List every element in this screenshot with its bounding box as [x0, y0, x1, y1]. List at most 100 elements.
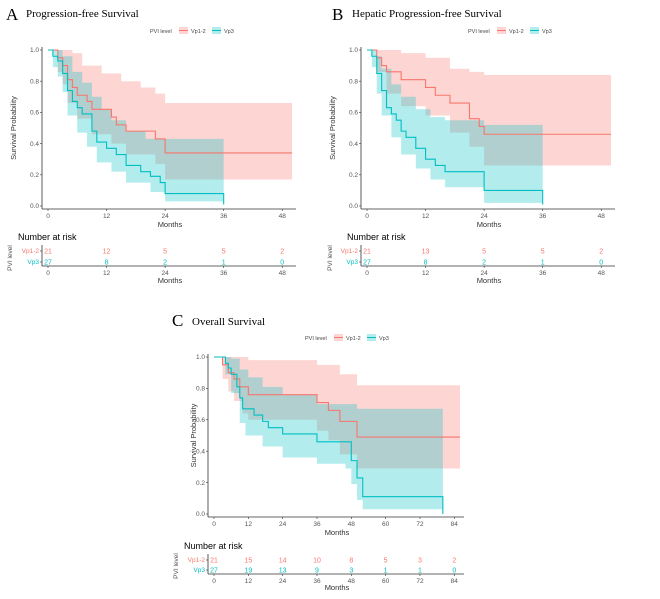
x-tick-label: 48	[348, 521, 356, 528]
risk-value: 1	[222, 260, 226, 267]
y-tick-label: 0.2	[30, 172, 39, 179]
risk-value: 15	[244, 558, 252, 565]
x-tick-label: 24	[162, 213, 170, 220]
risk-value: 2	[280, 249, 284, 256]
risk-value: 1	[418, 568, 422, 575]
risk-x-axis-title: Months	[158, 276, 183, 285]
risk-x-tick-label: 12	[103, 270, 111, 277]
risk-x-tick-label: 24	[279, 578, 287, 585]
risk-value: 9	[315, 568, 319, 575]
risk-value: 5	[482, 249, 486, 256]
risk-value: 8	[105, 260, 109, 267]
x-tick-label: 48	[598, 213, 606, 220]
ci-band-vp12	[214, 357, 460, 469]
x-tick-label: 0	[365, 213, 369, 220]
y-tick-label: 0.8	[30, 78, 39, 85]
legend: PVI level Vp1-2 Vp3	[305, 334, 389, 342]
risk-value: 5	[222, 249, 226, 256]
risk-row-label: Vp3	[193, 567, 205, 574]
x-axis-title: Months	[477, 220, 502, 229]
risk-value: 21	[210, 558, 218, 565]
risk-value: 0	[280, 260, 284, 267]
risk-x-tick-label: 0	[365, 270, 369, 277]
x-tick-label: 12	[103, 213, 111, 220]
risk-value: 3	[349, 568, 353, 575]
risk-value: 5	[163, 249, 167, 256]
x-tick-label: 36	[313, 521, 321, 528]
km-curve-vp3	[48, 49, 225, 205]
risk-value: 13	[422, 249, 430, 256]
risk-table-title: Number at risk	[347, 232, 406, 242]
risk-y-label: PVI level	[7, 245, 14, 271]
legend-label-vp12: Vp1-2	[346, 336, 361, 342]
y-tick-label: 0.6	[196, 417, 205, 424]
risk-x-tick-label: 0	[46, 270, 50, 277]
risk-value: 5	[384, 558, 388, 565]
x-tick-label: 24	[481, 213, 489, 220]
x-tick-label: 84	[451, 521, 459, 528]
risk-value: 5	[541, 249, 545, 256]
y-tick-label: 0.4	[349, 141, 358, 148]
risk-row-label: Vp1-2	[188, 557, 206, 564]
y-axis-title: Survival Probability	[328, 96, 337, 160]
risk-x-tick-label: 24	[481, 270, 489, 277]
risk-row-label: Vp1-2	[22, 248, 40, 255]
panel-letter: A	[6, 5, 19, 24]
y-axis-title: Survival Probability	[9, 96, 18, 160]
risk-x-tick-label: 12	[422, 270, 430, 277]
legend-title: PVI level	[468, 29, 490, 35]
y-tick-label: 0.0	[196, 511, 205, 518]
y-tick-label: 0.6	[30, 110, 39, 117]
risk-x-tick-label: 48	[279, 270, 287, 277]
km-curve-vp12	[48, 49, 292, 154]
legend-title: PVI level	[150, 29, 172, 35]
risk-value: 2	[482, 260, 486, 267]
panel-title: Overall Survival	[192, 316, 265, 328]
risk-value: 2	[599, 249, 603, 256]
x-axis-title: Months	[325, 528, 350, 537]
ci-band-vp12	[48, 50, 292, 180]
risk-value: 10	[313, 558, 321, 565]
risk-value: 21	[363, 249, 371, 256]
y-tick-label: 0.8	[349, 78, 358, 85]
risk-x-tick-label: 12	[245, 578, 253, 585]
risk-value: 0	[599, 260, 603, 267]
y-tick-label: 0.0	[30, 203, 39, 210]
risk-value: 19	[244, 568, 252, 575]
panel-title: Progression-free Survival	[26, 8, 139, 20]
risk-y-label: PVI level	[327, 245, 334, 271]
risk-value: 27	[210, 568, 218, 575]
risk-x-tick-label: 60	[382, 578, 390, 585]
panel-b: B Hepatic Progression-free Survival PVI le…	[327, 5, 615, 285]
x-tick-label: 24	[279, 521, 287, 528]
legend-label-vp3: Vp3	[379, 336, 389, 342]
risk-value: 8	[349, 558, 353, 565]
risk-x-tick-label: 36	[539, 270, 547, 277]
y-axis-title: Survival Probability	[189, 403, 198, 467]
y-tick-label: 1.0	[349, 47, 358, 54]
risk-row-label: Vp3	[346, 259, 358, 266]
legend-label-vp3: Vp3	[224, 29, 234, 35]
risk-x-axis-title: Months	[477, 276, 502, 285]
risk-x-tick-label: 72	[416, 578, 424, 585]
risk-x-tick-label: 24	[162, 270, 170, 277]
risk-value: 27	[363, 260, 371, 267]
x-axis-title: Months	[158, 220, 183, 229]
legend-label-vp12: Vp1-2	[509, 29, 524, 35]
risk-value: 13	[279, 568, 287, 575]
risk-x-tick-label: 36	[220, 270, 228, 277]
x-tick-label: 0	[212, 521, 216, 528]
risk-x-tick-label: 84	[451, 578, 459, 585]
ci-band-vp3	[214, 357, 443, 514]
x-tick-label: 12	[245, 521, 253, 528]
risk-value: 27	[44, 260, 52, 267]
y-tick-label: 0.0	[349, 203, 358, 210]
y-tick-label: 1.0	[30, 47, 39, 54]
y-tick-label: 0.4	[196, 448, 205, 455]
panel-title: Hepatic Progression-free Survival	[352, 8, 502, 20]
x-tick-label: 12	[422, 213, 430, 220]
risk-x-tick-label: 36	[313, 578, 321, 585]
